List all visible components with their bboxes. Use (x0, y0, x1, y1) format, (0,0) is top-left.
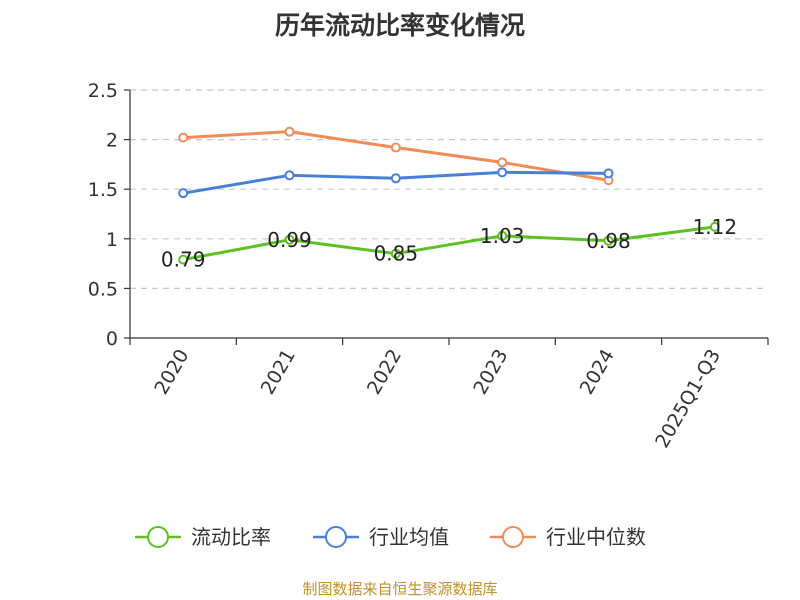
series-1 (178, 221, 720, 265)
data-label-layer: 0.79 0.99 0.85 1.03 0.98 1.12 (161, 215, 737, 272)
data-label: 0.99 (267, 228, 312, 252)
series-line (182, 225, 716, 262)
data-point (709, 221, 720, 232)
y-tick-label: 2 (106, 130, 118, 152)
x-tick-label: 2025Q1-Q3 (651, 346, 725, 452)
legend-item-2[interactable]: 行业均值 (313, 525, 449, 549)
data-point (390, 248, 401, 259)
legend-item-3[interactable]: 行业中位数 (490, 525, 646, 549)
data-point (284, 170, 295, 181)
data-point (603, 168, 614, 179)
legend-item-1[interactable]: 流动比率 (135, 525, 271, 549)
y-tick-label: 0.5 (88, 278, 118, 300)
data-label: 0.79 (161, 248, 206, 272)
x-tick-label: 2023 (469, 345, 512, 398)
data-point (603, 235, 614, 246)
grid-layer (130, 89, 768, 289)
data-point (497, 157, 508, 168)
data-point (497, 230, 508, 241)
x-tick-label: 2022 (363, 346, 406, 399)
chart-title: 历年流动比率变化情况 (274, 11, 525, 40)
data-point (178, 254, 189, 265)
legend-label: 行业中位数 (546, 525, 646, 549)
data-point (178, 188, 189, 199)
legend-marker (502, 526, 524, 548)
data-point (497, 167, 508, 178)
data-point (178, 132, 189, 143)
y-tick-label: 1.5 (88, 179, 118, 201)
data-point (390, 173, 401, 184)
series-layer (178, 126, 720, 265)
data-label: 0.85 (374, 242, 419, 266)
data-point (284, 234, 295, 245)
source-note: 制图数据来自恒生聚源数据库 (302, 580, 498, 598)
y-tick-label: 1 (106, 229, 118, 251)
y-tick-label: 0 (106, 328, 118, 350)
series-3 (178, 126, 614, 186)
data-point (390, 142, 401, 153)
data-label: 1.03 (480, 224, 525, 248)
legend-marker (325, 526, 347, 548)
x-tick-label: 2021 (257, 346, 300, 399)
y-tick-label: 2.5 (88, 80, 118, 102)
x-tick-label: 2024 (576, 346, 619, 399)
data-point (284, 126, 295, 137)
x-tick-label: 2020 (150, 346, 193, 399)
legend[interactable]: 流动比率 行业均值 行业中位数 (135, 525, 646, 549)
legend-label: 流动比率 (191, 525, 271, 549)
series-2 (178, 167, 614, 199)
data-label: 0.98 (586, 229, 631, 253)
legend-label: 行业均值 (369, 525, 449, 549)
legend-marker (147, 526, 169, 548)
data-label: 1.12 (693, 215, 738, 239)
